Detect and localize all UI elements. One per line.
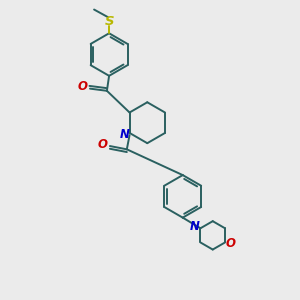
Text: O: O <box>77 80 87 94</box>
Text: S: S <box>104 15 114 28</box>
Text: O: O <box>97 139 107 152</box>
Text: N: N <box>120 128 130 141</box>
Text: O: O <box>226 237 236 250</box>
Text: N: N <box>190 220 200 232</box>
